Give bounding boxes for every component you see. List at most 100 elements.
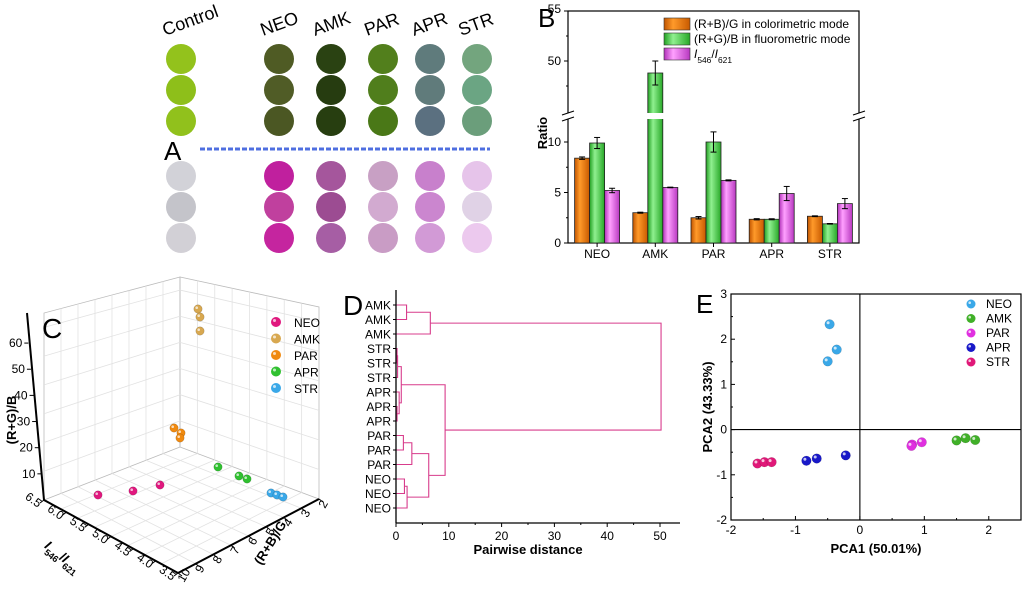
y-tick-label: 0 xyxy=(554,236,561,250)
y-tick-label: 2 xyxy=(720,332,727,346)
column-label-apr: APR xyxy=(409,8,451,39)
point-highlight xyxy=(754,460,758,464)
bar-amk-series-0 xyxy=(632,212,649,244)
point-par xyxy=(169,423,179,433)
legend: (R+B)/G in colorimetric mode(R+G)/B in f… xyxy=(663,17,851,65)
point-highlight xyxy=(157,482,160,486)
fluorometric-well xyxy=(264,161,294,191)
fluorometric-well xyxy=(166,161,196,191)
panel-b-bar-chart: B 0 5 10 50 55 NEO AMK PAR APR STR Ratio (R+B)/G… xyxy=(535,2,866,261)
dendrogram-link xyxy=(430,322,662,431)
x-tick-label: 0 xyxy=(857,523,864,537)
point-str xyxy=(766,457,777,468)
fluorometric-well xyxy=(316,223,346,253)
legend-label: PAR xyxy=(294,349,318,363)
point-amk xyxy=(951,435,962,446)
legend-marker-highlight xyxy=(968,359,971,363)
point-highlight xyxy=(130,488,133,492)
y-tick-label: 3 xyxy=(720,287,727,301)
y-axis-title: Ratio xyxy=(535,117,550,150)
x-tick-label: -1 xyxy=(790,523,801,537)
label-part: I xyxy=(694,47,698,61)
grid-line xyxy=(179,368,320,411)
x-tick-label: 0 xyxy=(393,529,400,543)
grid-line xyxy=(179,394,320,441)
fluorometric-well xyxy=(415,161,445,191)
y-tick-label: 50 xyxy=(548,54,562,68)
panel-label-c: C xyxy=(42,313,62,344)
point-highlight xyxy=(761,459,765,463)
fluorometric-well xyxy=(166,223,196,253)
legend-marker-highlight xyxy=(968,315,971,319)
axis-break-mark-right xyxy=(852,110,866,116)
grid-line xyxy=(179,420,320,470)
colorimetric-well xyxy=(316,44,346,74)
x-tick xyxy=(230,544,236,549)
bar-neo-series-0 xyxy=(574,157,590,244)
x-tick-label: AMK xyxy=(642,247,668,261)
point-neo xyxy=(155,480,165,490)
column-label-neo: NEO xyxy=(258,8,302,40)
grid-line xyxy=(43,368,181,415)
y-tick xyxy=(173,572,179,577)
legend-label: NEO xyxy=(294,316,320,330)
point-amk xyxy=(195,312,205,322)
x-tick xyxy=(195,563,200,568)
point-apr xyxy=(213,462,223,472)
z-tick-label: 10 xyxy=(22,467,36,481)
point-highlight xyxy=(178,430,181,434)
point-amk xyxy=(195,326,205,336)
point-highlight xyxy=(95,492,98,496)
point-amk xyxy=(193,304,203,314)
x-tick-label: 7 xyxy=(227,544,243,557)
fluorometric-well xyxy=(415,192,445,222)
colorimetric-well xyxy=(415,75,445,105)
floor-grid-line xyxy=(94,479,232,546)
leaf-label-par: PAR xyxy=(367,429,391,443)
y-tick-label: 1 xyxy=(720,377,727,391)
panel-d-dendrogram: D AMKAMKAMKSTRSTRSTRAPRAPRAPRPARPARPARNE… xyxy=(343,290,680,557)
legend-label: (R+G)/B in fluorometric mode xyxy=(694,32,851,46)
legend-marker-highlight xyxy=(273,319,276,322)
point-highlight xyxy=(197,314,200,318)
x-tick xyxy=(318,498,324,503)
fluorometric-well xyxy=(462,161,492,191)
point-highlight xyxy=(824,358,828,362)
point-highlight xyxy=(177,435,180,439)
point-highlight xyxy=(972,436,976,440)
y-tick xyxy=(129,548,134,553)
colorimetric-well xyxy=(368,75,398,105)
x-tick-label: -2 xyxy=(726,523,737,537)
leaf-label-amk: AMK xyxy=(365,299,391,313)
label-part: I xyxy=(715,47,719,61)
grid-line xyxy=(43,420,181,472)
grid-line xyxy=(43,315,181,357)
colorimetric-well xyxy=(166,44,196,74)
axis-break-mark-left xyxy=(561,116,575,122)
x-tick-label: 50 xyxy=(653,529,667,543)
legend-marker-highlight xyxy=(968,330,971,334)
fluorometric-well xyxy=(462,223,492,253)
floor-grid-line xyxy=(161,492,302,565)
bar-neo-series-2 xyxy=(604,190,620,244)
legend-marker xyxy=(966,328,976,338)
point-highlight xyxy=(803,457,807,461)
floor-grid-line xyxy=(110,472,250,537)
legend-label: NEO xyxy=(986,297,1012,311)
legend-label: PAR xyxy=(986,326,1010,340)
bar-str-series-1 xyxy=(822,223,838,244)
legend-swatch xyxy=(663,47,691,61)
fluorometric-well xyxy=(166,192,196,222)
legend-label: AMK xyxy=(294,333,320,347)
leaf-label-apr: APR xyxy=(366,386,391,400)
y-axis-title: I546/I621 xyxy=(39,538,83,578)
grid-line xyxy=(43,394,181,443)
x-tick-label: 6 xyxy=(245,534,261,547)
z-tick-label: 20 xyxy=(19,441,33,455)
label-part: 621 xyxy=(718,55,732,65)
column-label-amk: AMK xyxy=(310,8,354,40)
point-apr xyxy=(811,453,822,464)
bar-amk-series-2 xyxy=(662,187,679,244)
